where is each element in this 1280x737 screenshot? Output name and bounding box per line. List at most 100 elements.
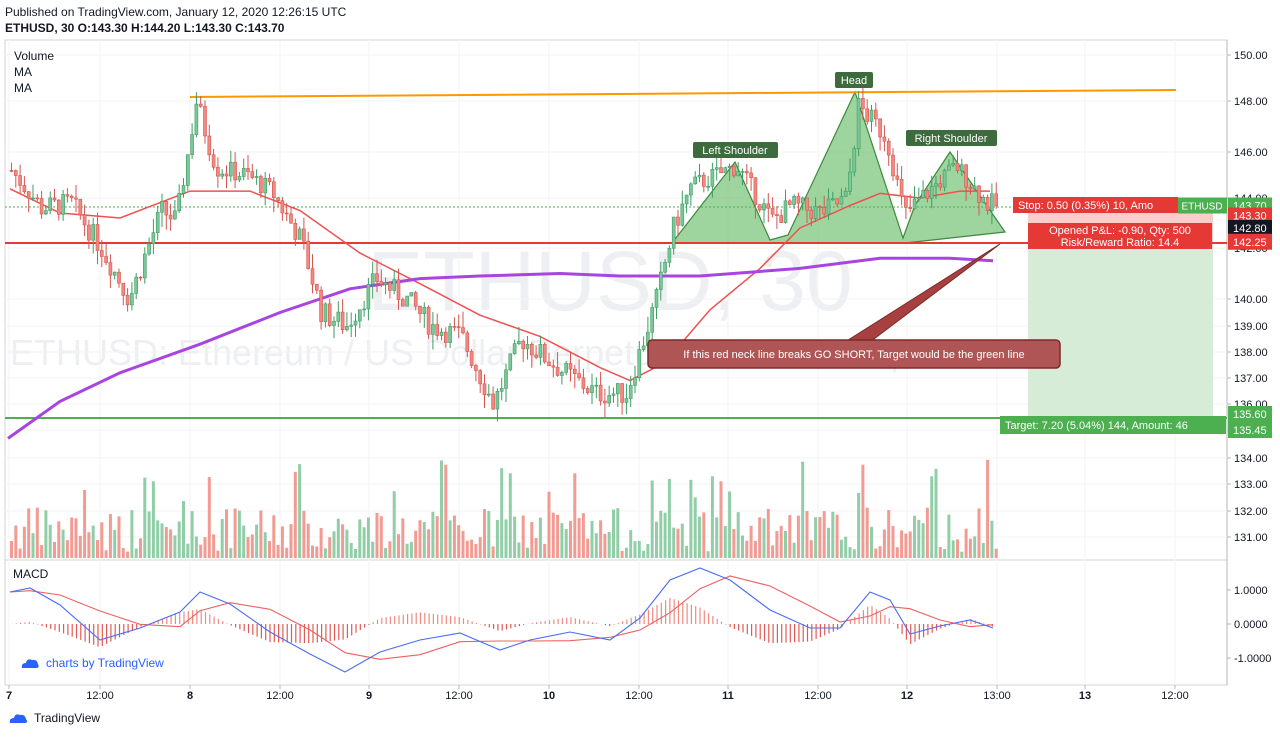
candle-body [615,383,620,395]
macd-legend[interactable]: MACD [13,567,49,581]
volume-bar [405,543,409,558]
volume-bar [392,491,396,558]
volume-bar [384,547,388,558]
volume-bar [126,551,130,558]
volume-bar [182,501,185,558]
y-tick-label: 138.00 [1234,347,1268,359]
candle-body [134,276,138,294]
candle-body [138,276,143,279]
volume-bar [259,510,263,558]
target-zone [1028,243,1213,418]
candle-body [392,279,397,291]
volume-bar [852,549,856,558]
candle-body [237,176,242,181]
volume-bar [18,548,22,558]
candle-body [779,215,784,223]
volume-bar [891,526,895,558]
symbol-badge-text: ETHUSD [1181,202,1222,213]
volume-bar [560,523,564,558]
volume-bar [302,510,306,558]
volume-bar [646,544,650,558]
candle-body [280,200,285,214]
candle-body [891,154,895,177]
candle-body [461,327,465,334]
candle-body [744,171,749,174]
candle-body [143,253,147,279]
legend-ma-2[interactable]: MA [14,81,32,95]
price-label-badge [1228,406,1272,422]
candle-body [504,369,508,389]
volume-bar [676,528,680,558]
volume-bar [629,530,633,558]
candle-body [400,299,405,307]
candle-body [276,197,280,201]
candle-body [693,176,698,185]
candle-body [882,136,887,142]
volume-bar [844,536,848,558]
volume-bar [534,538,538,558]
candle-body [852,148,857,173]
candle-body [710,169,715,187]
candle-body [689,183,693,196]
candle-body [78,198,83,216]
price-label-text: 135.45 [1233,425,1267,437]
volume-bar [388,541,392,558]
candle-body [383,282,388,285]
candle-body [151,232,156,245]
candle-body [56,199,61,215]
candle-body [207,135,212,156]
volume-bar [414,530,418,558]
candle-body [375,273,379,282]
volume-bar [749,525,753,558]
candle-body [916,197,921,200]
volume-bar [74,518,78,558]
candle-body [766,203,771,209]
volume-bar [57,521,61,558]
volume-bar [547,491,551,558]
volume-bar [913,515,916,558]
candle-body [452,326,457,328]
candle-body [39,198,44,215]
footer-brand[interactable]: TradingView [8,711,100,725]
volume-bar [40,545,44,558]
candle-body [216,166,220,177]
volume-bar [444,464,448,558]
volume-bar [882,529,886,558]
volume-bar [607,531,611,558]
candle-body [224,173,229,177]
candle-body [9,170,14,172]
volume-bar [728,491,732,558]
volume-bar [900,530,904,558]
svg-text:Risk/Reward Ratio: 14.4: Risk/Reward Ratio: 14.4 [1061,237,1180,249]
volume-bar [500,468,504,558]
volume-bar [121,548,125,558]
volume-bar [659,510,663,558]
charts-by-tradingview[interactable]: charts by TradingView [20,656,164,670]
candle-body [581,377,586,389]
legend-volume[interactable]: Volume [14,49,55,63]
volume-bar [207,477,211,558]
candle-body [314,283,319,291]
candle-body [203,106,207,137]
candle-body [263,177,268,194]
candle-body [52,197,57,201]
candle-body [431,324,435,335]
symbol-badge [1178,197,1227,214]
candle-body [942,169,947,188]
candle-body [830,198,835,201]
x-tick-label: 12:00 [1161,690,1189,702]
volume-bar [401,518,405,558]
volume-bar [349,542,353,558]
volume-bar [556,514,560,558]
candle-body [904,195,908,208]
price-label-badge [1228,233,1272,250]
x-tick-label: 13:00 [983,690,1011,702]
candle-body [542,344,547,363]
candle-body [955,162,960,172]
candle-body [100,250,104,257]
candle-body [112,271,117,276]
candle-body [697,174,702,178]
volume-bar [371,541,375,558]
legend-ma-1[interactable]: MA [14,65,32,79]
